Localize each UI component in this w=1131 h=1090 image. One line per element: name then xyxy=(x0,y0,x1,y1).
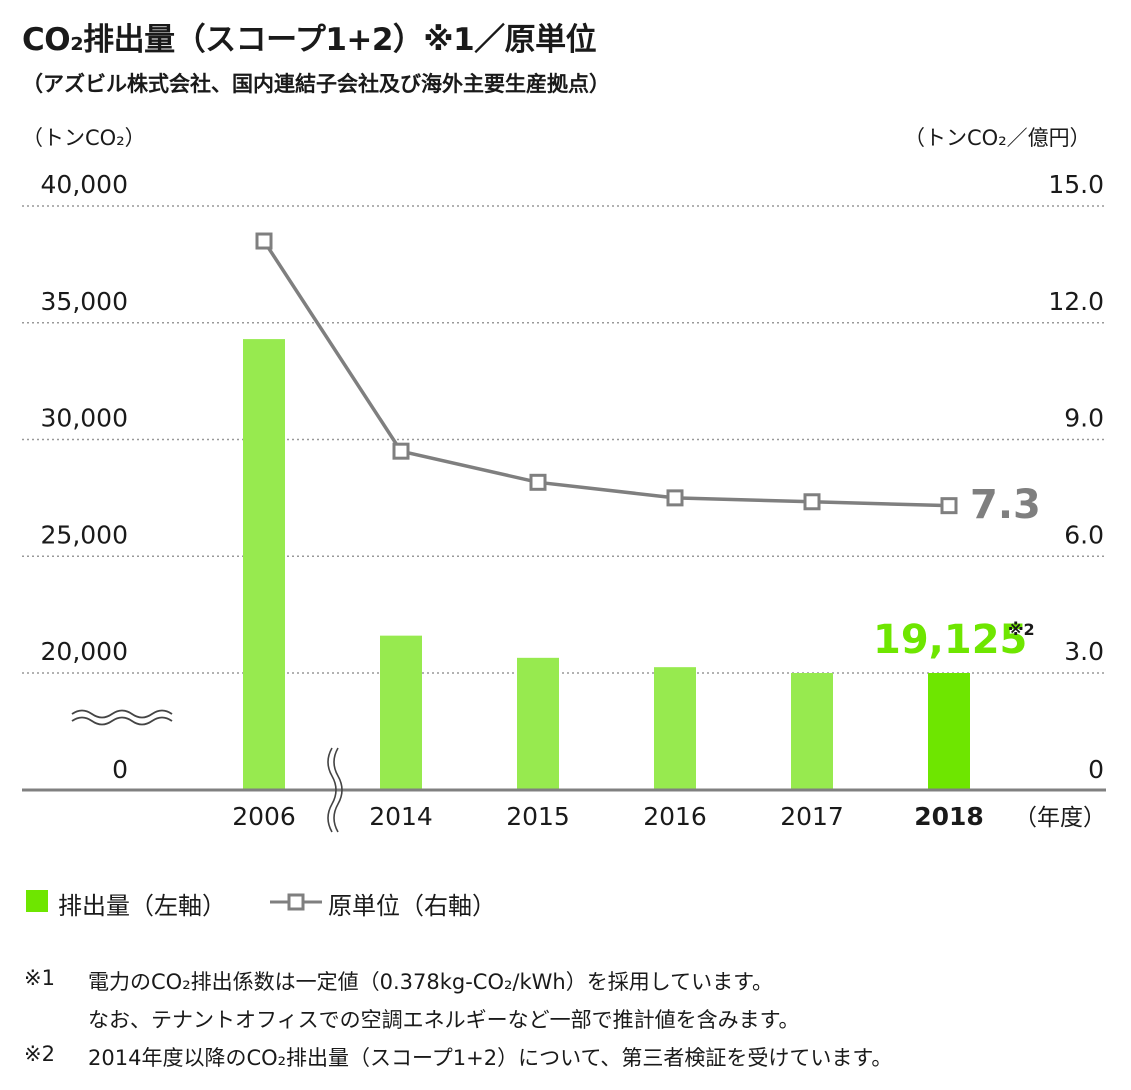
bar-2018 xyxy=(928,673,970,790)
chart-canvas: 0 20,000 25,000 30,000 35,000 40,000 0 3.0 6.0 9.… xyxy=(22,170,1106,833)
axis-break-mark xyxy=(71,709,173,719)
bar-2014 xyxy=(380,635,422,790)
left-tick-label: 35,000 xyxy=(41,287,128,316)
line-marker-2006 xyxy=(255,232,273,250)
line-marker-2015 xyxy=(529,473,547,491)
left-tick-label: 25,000 xyxy=(41,520,128,549)
x-tick-label: 2016 xyxy=(643,802,707,831)
chart-subtitle: （アズビル株式会社、国内連結子会社及び海外主要生産拠点） xyxy=(22,72,610,96)
legend-line-label: 原単位（右軸） xyxy=(328,892,496,920)
x-axis-break-mark xyxy=(333,747,343,833)
left-tick-label: 0 xyxy=(112,755,128,784)
right-axis-unit: （トンCO₂／億円） xyxy=(904,126,1091,150)
note-1-mark: ※1 xyxy=(24,966,55,990)
legend-bar-label: 排出量（左軸） xyxy=(58,892,226,920)
right-tick-label: 9.0 xyxy=(1064,404,1104,433)
right-tick-label: 3.0 xyxy=(1064,637,1104,666)
left-axis-unit: （トンCO₂） xyxy=(22,126,146,150)
line-marker-2018 xyxy=(940,497,958,515)
x-tick-label: 2017 xyxy=(780,802,844,831)
line-value-label: 7.3 xyxy=(970,482,1041,528)
bar-2016 xyxy=(654,667,696,790)
bar-2006 xyxy=(243,339,285,790)
line-marker-2016 xyxy=(666,489,684,507)
x-tick-label: 2015 xyxy=(506,802,570,831)
note-2-text: 2014年度以降のCO₂排出量（スコープ1+2）について、第三者検証を受けていま… xyxy=(88,1046,893,1070)
right-tick-label: 12.0 xyxy=(1048,287,1104,316)
legend-bar-swatch xyxy=(26,890,48,912)
right-tick-label: 6.0 xyxy=(1064,520,1104,549)
bar-value-label: 19,125 xyxy=(873,617,1027,663)
note-1b-text: なお、テナントオフィスでの空調エネルギーなど一部で推計値を含みます。 xyxy=(88,1008,800,1032)
right-tick-label: 0 xyxy=(1088,755,1104,784)
right-tick-label: 15.0 xyxy=(1048,170,1104,199)
left-tick-label: 40,000 xyxy=(41,170,128,199)
bar-value-footnote: ※2 xyxy=(1008,620,1035,639)
x-axis-label: （年度） xyxy=(1014,805,1106,831)
left-tick-label: 30,000 xyxy=(41,404,128,433)
x-tick-label: 2014 xyxy=(369,802,433,831)
line-series xyxy=(262,240,950,508)
x-axis-break-mark xyxy=(327,747,337,833)
x-tick-label: 2006 xyxy=(232,802,296,831)
line-marker-2017 xyxy=(803,493,821,511)
note-1-text: 電力のCO₂排出係数は一定値（0.378kg-CO₂/kWh）を採用しています。 xyxy=(88,970,773,994)
left-tick-label: 20,000 xyxy=(41,637,128,666)
x-tick-label: 2018 xyxy=(914,802,984,831)
line-marker-2014 xyxy=(392,442,410,460)
bar-2015 xyxy=(517,657,559,790)
bar-2017 xyxy=(791,673,833,790)
axis-break-mark xyxy=(71,716,173,726)
chart-title: CO₂排出量（スコープ1+2）※1／原単位 xyxy=(22,22,597,58)
note-2-mark: ※2 xyxy=(24,1042,55,1066)
legend-line-swatch xyxy=(270,893,322,911)
